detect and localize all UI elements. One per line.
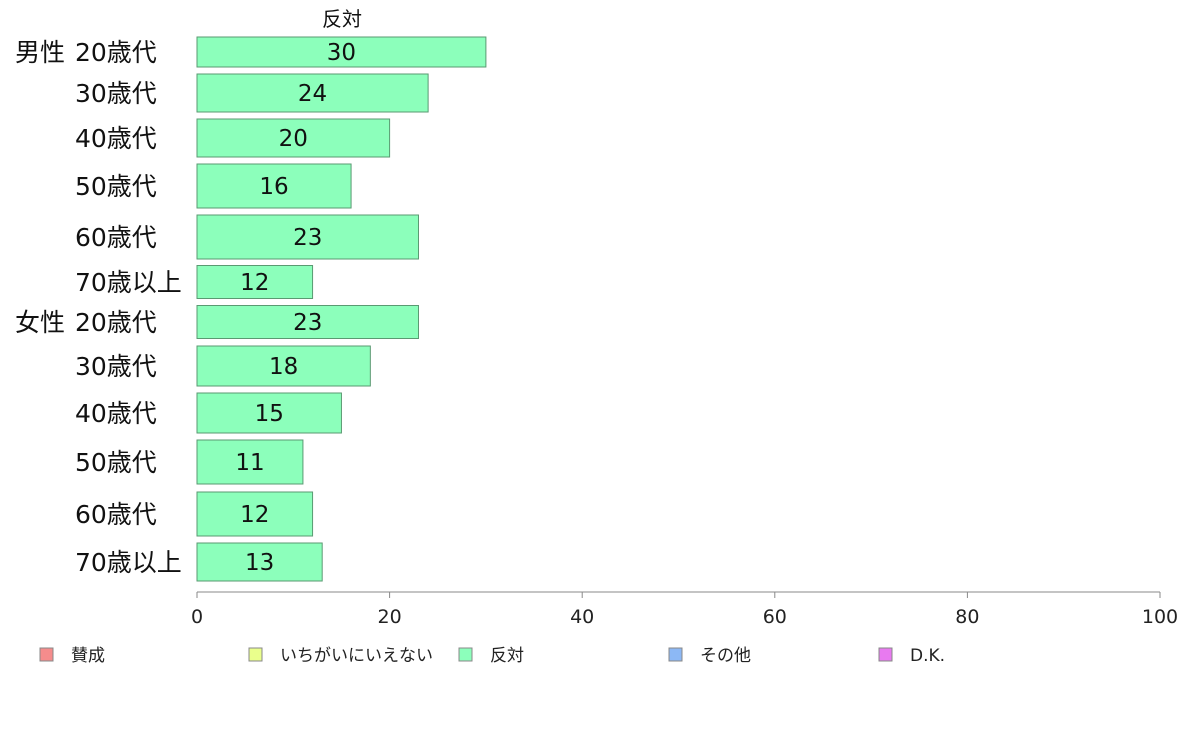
bar — [196, 345, 371, 387]
x-tick-label: 60 — [763, 606, 787, 628]
value-label: 23 — [293, 225, 322, 251]
category-label: 70歳以上 — [75, 548, 182, 577]
legend-label: D.K. — [910, 646, 945, 666]
x-tick-label: 100 — [1142, 606, 1178, 628]
bar — [196, 542, 323, 582]
value-label: 12 — [240, 270, 269, 296]
value-label: 16 — [259, 174, 288, 200]
x-tick-label: 0 — [191, 606, 203, 628]
value-label: 11 — [235, 450, 264, 476]
category-label: 20歳代 — [75, 38, 157, 67]
category-labels: 20歳代男性30歳代40歳代50歳代60歳代70歳以上20歳代女性30歳代40歳… — [15, 38, 182, 577]
category-label: 60歳代 — [75, 500, 157, 529]
bar — [196, 36, 487, 68]
category-label: 40歳代 — [75, 399, 157, 428]
bar — [196, 392, 342, 434]
value-label: 18 — [269, 354, 298, 380]
legend-swatch — [878, 647, 893, 662]
category-label: 70歳以上 — [75, 268, 182, 297]
bar — [196, 265, 314, 299]
legend-label: 反対 — [490, 646, 524, 666]
x-tick-label: 40 — [570, 606, 594, 628]
value-label: 23 — [293, 310, 322, 336]
bar — [196, 491, 314, 537]
category-label: 20歳代 — [75, 308, 157, 337]
legend: 賛成 いちがいにいえない 反対 その他 D.K. — [39, 646, 945, 666]
category-label: 50歳代 — [75, 172, 157, 201]
bar — [196, 118, 391, 158]
bar — [196, 214, 419, 260]
bar — [196, 305, 419, 339]
legend-swatch — [39, 647, 54, 662]
legend-swatch — [668, 647, 683, 662]
x-tick-label: 80 — [955, 606, 979, 628]
category-label: 50歳代 — [75, 448, 157, 477]
value-label: 15 — [255, 401, 284, 427]
value-label: 24 — [298, 81, 327, 107]
category-label: 30歳代 — [75, 79, 157, 108]
legend-swatch — [458, 647, 473, 662]
x-tick-label: 20 — [378, 606, 402, 628]
category-label: 60歳代 — [75, 223, 157, 252]
legend-label: その他 — [700, 646, 751, 666]
group-label: 男性 — [15, 38, 65, 67]
legend-label: 賛成 — [71, 646, 105, 666]
group-label: 女性 — [15, 308, 65, 337]
category-label: 40歳代 — [75, 124, 157, 153]
value-label: 30 — [327, 40, 356, 66]
value-label: 12 — [240, 502, 269, 528]
bar — [196, 73, 429, 113]
series-title: 反対 — [322, 7, 362, 31]
legend-swatch — [248, 647, 263, 662]
value-label: 20 — [279, 126, 308, 152]
value-label: 13 — [245, 550, 274, 576]
legend-label: いちがいにいえない — [280, 646, 433, 666]
category-label: 30歳代 — [75, 352, 157, 381]
bar — [196, 163, 352, 209]
bar — [196, 439, 304, 485]
x-axis: 0 20 40 60 80 100 — [191, 591, 1178, 628]
